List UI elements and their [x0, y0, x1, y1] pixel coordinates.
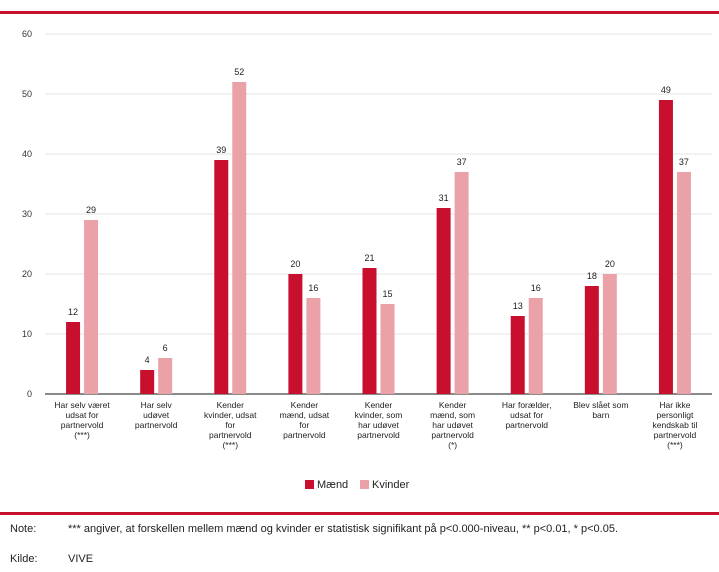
data-label: 20	[605, 259, 615, 269]
y-tick-label: 50	[22, 89, 32, 99]
bar-maend	[140, 370, 155, 394]
bottom-rule	[0, 512, 719, 515]
data-label: 37	[679, 157, 689, 167]
x-tick-label: Kender kvinder, som har udøvet partnervold	[355, 400, 403, 440]
bar-kvinder	[158, 358, 173, 394]
x-tick-label: Har selv udøvet partnervold	[135, 400, 178, 430]
bar-kvinder	[528, 298, 543, 394]
data-label: 12	[68, 307, 78, 317]
bar-maend	[288, 274, 303, 394]
legend-swatch	[360, 480, 369, 489]
bar-maend	[362, 268, 377, 394]
data-label: 39	[216, 145, 226, 155]
bars	[66, 82, 691, 394]
bar-maend	[510, 316, 525, 394]
bar-kvinder	[380, 304, 395, 394]
data-label: 6	[163, 343, 168, 353]
source-text: VIVE	[68, 553, 94, 565]
y-tick-label: 30	[22, 209, 32, 219]
data-label: 20	[290, 259, 300, 269]
y-tick-label: 20	[22, 269, 32, 279]
data-label: 21	[364, 253, 374, 263]
top-rule	[0, 11, 719, 14]
data-label: 18	[587, 271, 597, 281]
bar-kvinder	[232, 82, 247, 394]
bar-maend	[584, 286, 599, 394]
x-tick-label: Blev slået som barn	[573, 400, 628, 420]
data-label: 31	[439, 193, 449, 203]
data-label: 4	[145, 355, 150, 365]
x-tick-label: Har forælder, udsat for partnervold	[502, 400, 552, 430]
note-label: Note:	[10, 523, 37, 535]
data-label: 37	[457, 157, 467, 167]
data-label: 52	[234, 67, 244, 77]
bar-kvinder	[602, 274, 617, 394]
legend: Mænd Kvinder	[305, 479, 410, 491]
bar-maend	[658, 100, 673, 394]
bar-maend	[436, 208, 451, 394]
source-label: Kilde:	[10, 553, 38, 565]
x-tick-label: Har selv været udsat for partnervold (***)	[54, 400, 110, 440]
bar-kvinder	[676, 172, 691, 394]
data-label: 16	[308, 283, 318, 293]
note-text: *** angiver, at forskellen mellem mænd o…	[68, 523, 619, 535]
data-label: 15	[382, 289, 392, 299]
bar-maend	[66, 322, 81, 394]
y-tick-label: 60	[22, 29, 32, 39]
y-tick-label: 10	[22, 329, 32, 339]
x-tick-label: Kender kvinder, udsat for partnervold (***)	[204, 400, 257, 450]
data-label: 13	[513, 301, 523, 311]
x-tick-label: Har ikke personligt kendskab til partnervol…	[652, 400, 697, 450]
data-label: 16	[531, 283, 541, 293]
x-tick-label: Kender mænd, udsat for partnervold	[280, 400, 330, 440]
data-label: 49	[661, 85, 671, 95]
bar-kvinder	[84, 220, 99, 394]
x-tick-label: Kender mænd, som har udøvet partnervold (*)	[430, 400, 475, 450]
legend-label: Kvinder	[372, 479, 410, 491]
legend-swatch	[305, 480, 314, 489]
y-tick-label: 0	[27, 389, 32, 399]
bar-kvinder	[306, 298, 321, 394]
legend-label: Mænd	[317, 479, 348, 491]
data-label: 29	[86, 205, 96, 215]
x-axis-labels: Har selv været udsat for partnervold (***) H…	[54, 400, 697, 450]
y-tick-label: 40	[22, 149, 32, 159]
y-axis-ticks: 0 10 20 30 40 50 60	[22, 29, 32, 399]
gridlines	[45, 33, 712, 395]
bar-kvinder	[454, 172, 469, 394]
bar-maend	[214, 160, 229, 394]
